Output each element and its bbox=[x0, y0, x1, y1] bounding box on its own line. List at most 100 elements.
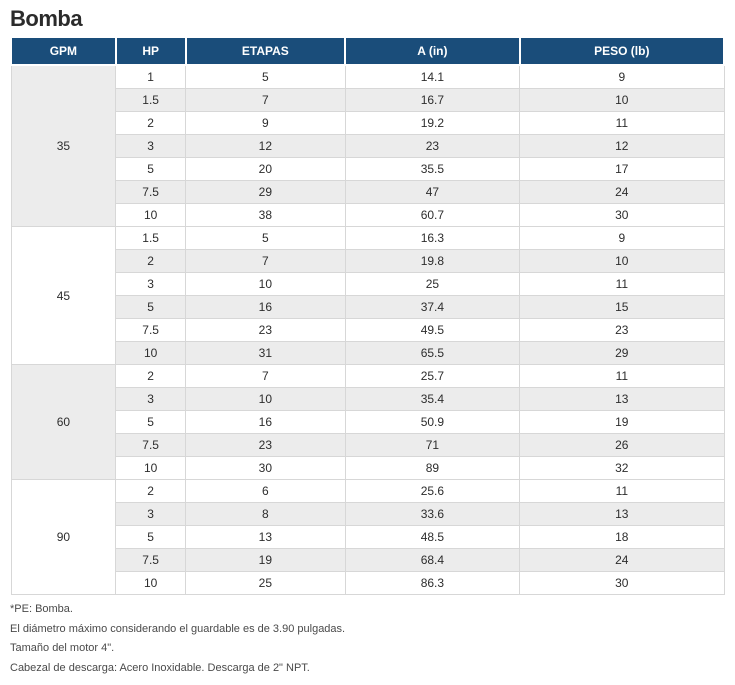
cell-etapas: 5 bbox=[186, 227, 346, 250]
cell-a: 33.6 bbox=[345, 503, 519, 526]
table-row: 51637.415 bbox=[11, 296, 724, 319]
notes-block: *PE: Bomba. El diámetro máximo considera… bbox=[10, 601, 725, 677]
cell-hp: 1.5 bbox=[116, 89, 186, 112]
cell-a: 65.5 bbox=[345, 342, 519, 365]
cell-peso: 32 bbox=[520, 457, 724, 480]
cell-a: 68.4 bbox=[345, 549, 519, 572]
cell-peso: 24 bbox=[520, 181, 724, 204]
cell-peso: 11 bbox=[520, 365, 724, 388]
table-row: 902625.611 bbox=[11, 480, 724, 503]
cell-gpm: 45 bbox=[11, 227, 116, 365]
cell-peso: 10 bbox=[520, 250, 724, 273]
col-header-etapas: ETAPAS bbox=[186, 37, 346, 65]
cell-a: 16.3 bbox=[345, 227, 519, 250]
col-header-gpm: GPM bbox=[11, 37, 116, 65]
cell-etapas: 30 bbox=[186, 457, 346, 480]
cell-peso: 30 bbox=[520, 204, 724, 227]
cell-a: 23 bbox=[345, 135, 519, 158]
table-row: 2919.211 bbox=[11, 112, 724, 135]
cell-peso: 29 bbox=[520, 342, 724, 365]
cell-a: 25 bbox=[345, 273, 519, 296]
cell-hp: 5 bbox=[116, 296, 186, 319]
cell-hp: 3 bbox=[116, 388, 186, 411]
cell-etapas: 9 bbox=[186, 112, 346, 135]
table-row: 2719.810 bbox=[11, 250, 724, 273]
cell-etapas: 20 bbox=[186, 158, 346, 181]
cell-a: 25.6 bbox=[345, 480, 519, 503]
cell-a: 71 bbox=[345, 434, 519, 457]
cell-gpm: 90 bbox=[11, 480, 116, 595]
cell-a: 50.9 bbox=[345, 411, 519, 434]
cell-etapas: 12 bbox=[186, 135, 346, 158]
table-body: 351514.191.5716.7102919.211312231252035.… bbox=[11, 65, 724, 595]
cell-hp: 2 bbox=[116, 112, 186, 135]
cell-peso: 23 bbox=[520, 319, 724, 342]
cell-a: 19.8 bbox=[345, 250, 519, 273]
cell-peso: 12 bbox=[520, 135, 724, 158]
cell-etapas: 31 bbox=[186, 342, 346, 365]
cell-peso: 24 bbox=[520, 549, 724, 572]
cell-a: 16.7 bbox=[345, 89, 519, 112]
table-row: 7.5237126 bbox=[11, 434, 724, 457]
cell-etapas: 23 bbox=[186, 319, 346, 342]
cell-hp: 7.5 bbox=[116, 549, 186, 572]
cell-hp: 1.5 bbox=[116, 227, 186, 250]
cell-peso: 11 bbox=[520, 480, 724, 503]
cell-etapas: 7 bbox=[186, 89, 346, 112]
cell-hp: 2 bbox=[116, 250, 186, 273]
cell-hp: 7.5 bbox=[116, 319, 186, 342]
cell-etapas: 13 bbox=[186, 526, 346, 549]
table-row: 451.5516.39 bbox=[11, 227, 724, 250]
cell-peso: 11 bbox=[520, 112, 724, 135]
cell-etapas: 7 bbox=[186, 250, 346, 273]
cell-gpm: 35 bbox=[11, 65, 116, 227]
cell-etapas: 10 bbox=[186, 388, 346, 411]
cell-hp: 5 bbox=[116, 158, 186, 181]
table-row: 3833.613 bbox=[11, 503, 724, 526]
cell-hp: 5 bbox=[116, 526, 186, 549]
cell-etapas: 6 bbox=[186, 480, 346, 503]
note-line: *PE: Bomba. bbox=[10, 601, 725, 619]
cell-peso: 19 bbox=[520, 411, 724, 434]
table-row: 3102511 bbox=[11, 273, 724, 296]
cell-hp: 7.5 bbox=[116, 434, 186, 457]
table-row: 7.52349.523 bbox=[11, 319, 724, 342]
cell-a: 48.5 bbox=[345, 526, 519, 549]
note-line: Cabezal de descarga: Acero Inoxidable. D… bbox=[10, 660, 725, 678]
table-row: 10308932 bbox=[11, 457, 724, 480]
cell-etapas: 19 bbox=[186, 549, 346, 572]
cell-etapas: 25 bbox=[186, 572, 346, 595]
cell-peso: 30 bbox=[520, 572, 724, 595]
table-row: 103860.730 bbox=[11, 204, 724, 227]
cell-hp: 5 bbox=[116, 411, 186, 434]
table-row: 102586.330 bbox=[11, 572, 724, 595]
col-header-a: A (in) bbox=[345, 37, 519, 65]
table-row: 351514.19 bbox=[11, 65, 724, 89]
cell-etapas: 5 bbox=[186, 65, 346, 89]
cell-a: 37.4 bbox=[345, 296, 519, 319]
cell-peso: 9 bbox=[520, 65, 724, 89]
page-title: Bomba bbox=[10, 6, 725, 32]
cell-a: 86.3 bbox=[345, 572, 519, 595]
cell-a: 19.2 bbox=[345, 112, 519, 135]
table-row: 51650.919 bbox=[11, 411, 724, 434]
table-row: 52035.517 bbox=[11, 158, 724, 181]
cell-gpm: 60 bbox=[11, 365, 116, 480]
cell-hp: 10 bbox=[116, 457, 186, 480]
cell-hp: 2 bbox=[116, 365, 186, 388]
cell-hp: 7.5 bbox=[116, 181, 186, 204]
cell-peso: 11 bbox=[520, 273, 724, 296]
cell-etapas: 38 bbox=[186, 204, 346, 227]
cell-peso: 9 bbox=[520, 227, 724, 250]
cell-peso: 13 bbox=[520, 503, 724, 526]
cell-peso: 18 bbox=[520, 526, 724, 549]
cell-hp: 3 bbox=[116, 135, 186, 158]
pump-table: GPM HP ETAPAS A (in) PESO (lb) 351514.19… bbox=[10, 36, 725, 595]
cell-hp: 10 bbox=[116, 342, 186, 365]
table-row: 51348.518 bbox=[11, 526, 724, 549]
cell-hp: 10 bbox=[116, 204, 186, 227]
table-row: 3122312 bbox=[11, 135, 724, 158]
col-header-peso: PESO (lb) bbox=[520, 37, 724, 65]
cell-peso: 26 bbox=[520, 434, 724, 457]
cell-a: 49.5 bbox=[345, 319, 519, 342]
